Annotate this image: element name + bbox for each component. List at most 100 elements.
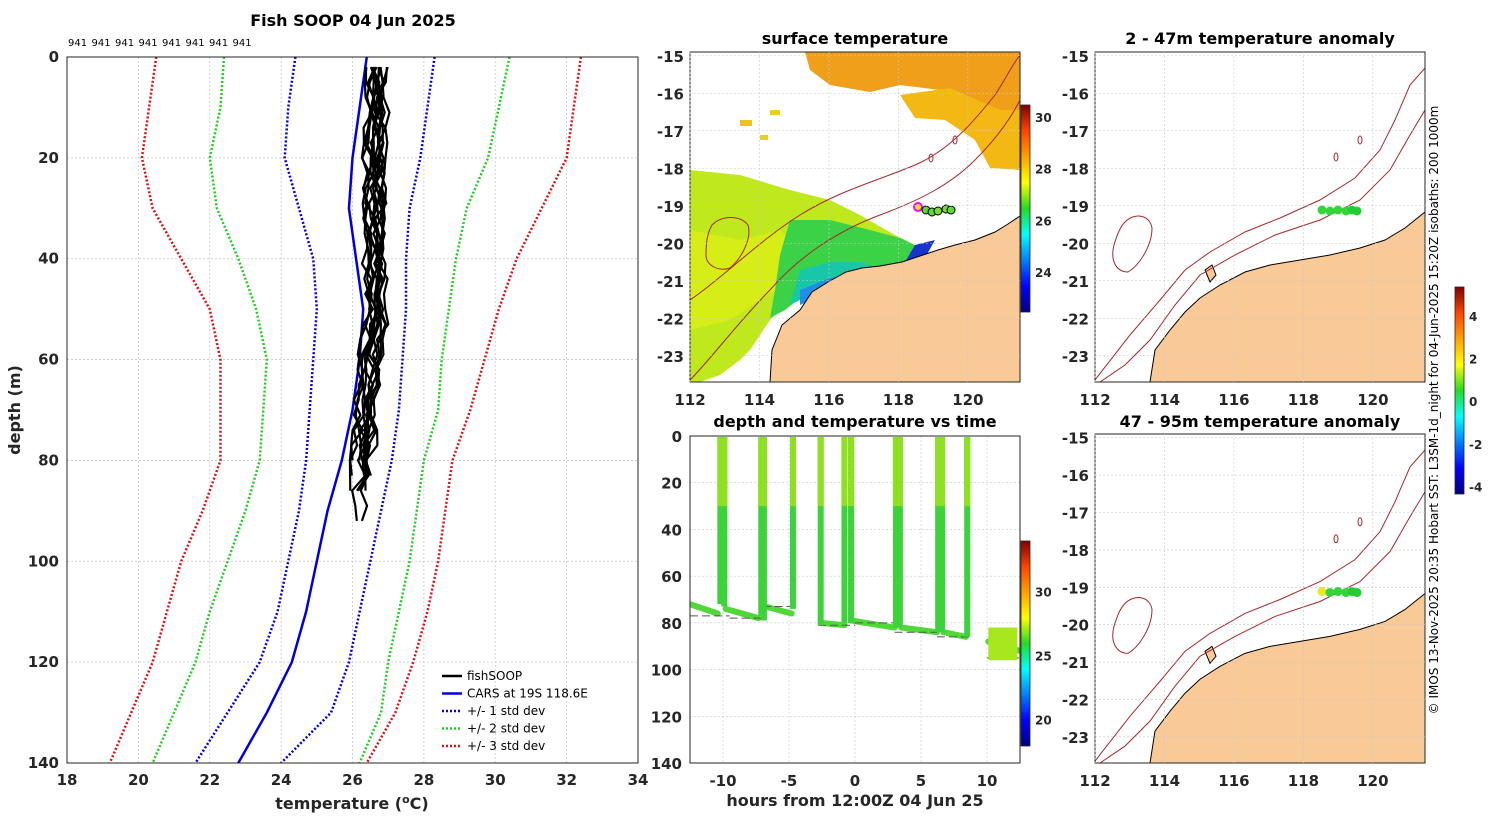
anomaly-island (1204, 264, 1217, 283)
legend-label: CARS at 19S 118.6E (467, 687, 588, 701)
td-xtick: 0 (850, 772, 860, 790)
map-ytick: -22 (1062, 691, 1089, 709)
td-bottom-trace (940, 629, 969, 640)
profile-ytick: 40 (38, 250, 59, 268)
anomaly-shallow-panel: 2 - 47m temperature anomaly 112 114 116 118… (1062, 29, 1426, 409)
map-xtick: 116 (813, 391, 844, 409)
profile-xtick: 28 (413, 771, 434, 789)
profile-line-CARS (237, 57, 369, 763)
map-ytick: -17 (657, 123, 684, 141)
td-ytick: 20 (661, 475, 682, 493)
colorbar-tick: 4 (1469, 310, 1477, 324)
map-ytick: -16 (1062, 85, 1089, 103)
td-bottom-trace (898, 624, 940, 636)
profile-line-1sd (194, 57, 319, 763)
td-ytick: 120 (651, 708, 682, 726)
map-xtick: 112 (674, 391, 705, 409)
time-depth-xlabel: hours from 12:00Z 04 Jun 25 (726, 791, 983, 810)
anomaly-deep-title: 47 - 95m temperature anomaly (1120, 412, 1401, 431)
map-ytick: -20 (1062, 235, 1089, 253)
time-depth-colorbar (1020, 540, 1031, 747)
profile-xtick: 24 (271, 771, 292, 789)
td-ytick: 80 (661, 615, 682, 633)
profile-legend: fishSOOP CARS at 19S 118.6E +/- 1 std dev +… (442, 669, 588, 753)
map-ytick: -16 (1062, 467, 1089, 485)
td-ytick: 60 (661, 568, 682, 586)
map-ytick: -18 (1062, 160, 1089, 178)
fishsoop-profile (364, 66, 389, 461)
sst-warm-patch-2 (900, 88, 1020, 170)
sst-island-isobath (705, 217, 750, 270)
profile-line-3sd (365, 57, 583, 763)
profile-xtick: 20 (128, 771, 149, 789)
td-bottom-trace (690, 601, 721, 617)
td-xtick: 5 (916, 772, 926, 790)
anomaly-track-point (1352, 206, 1362, 216)
map-ytick: -20 (1062, 617, 1089, 635)
time-depth-data (690, 436, 1020, 763)
anomaly-island (1204, 645, 1217, 665)
map-xtick: 120 (1357, 772, 1388, 790)
colorbar-tick: 0 (1469, 395, 1477, 409)
anomaly-track-point (1325, 206, 1335, 216)
td-ytick: 40 (661, 521, 682, 539)
anomaly-isobath-200 (1099, 109, 1425, 382)
profile-count-label: 941 (139, 38, 158, 49)
profile-count-label: 941 (115, 38, 134, 49)
anomaly-isobath-200 (1099, 491, 1425, 763)
map-ytick: -15 (1062, 48, 1089, 66)
sst-warm-patch (805, 52, 1020, 170)
profile-line-2sd (151, 57, 269, 763)
sst-isobath-1000 (690, 54, 1020, 301)
profile-ticks: 18 20 22 24 26 28 30 32 34 0 20 40 60 80 100 120 140 (28, 48, 649, 789)
sst-colorbar (1020, 104, 1031, 313)
colorbar-tick: 26 (1035, 214, 1052, 228)
profile-count-label: 941 (68, 38, 87, 49)
profile-title: Fish SOOP 04 Jun 2025 (250, 11, 456, 30)
profile-axes-box (66, 56, 639, 764)
colorbar-tick: -4 (1469, 481, 1482, 495)
map-xtick: 120 (952, 391, 983, 409)
profile-ytick: 20 (38, 149, 59, 167)
sst-ticks: 112 114 116 118 120 -15 -16 -17 -18 -19 -20 -21 -22 -… (657, 48, 1020, 409)
anomaly-deep-map (1095, 434, 1425, 763)
map-xtick: 116 (1218, 772, 1249, 790)
map-ytick: -17 (1062, 505, 1089, 523)
anomaly-track-point (1352, 588, 1362, 598)
profile-count-label: 941 (209, 38, 228, 49)
map-ytick: -23 (1062, 729, 1089, 747)
map-ytick: -16 (657, 85, 684, 103)
map-ytick: -18 (657, 160, 684, 178)
td-xtick: -5 (781, 772, 798, 790)
map-ytick: -22 (657, 310, 684, 328)
profile-count-labels: 941 941 941 941 941 941 941 941 (68, 38, 252, 49)
map-ytick: -19 (657, 198, 684, 216)
colorbar-tick: 25 (1035, 649, 1052, 663)
td-xtick: -10 (709, 772, 736, 790)
legend-label: +/- 3 std dev (467, 739, 545, 753)
profile-xtick: 18 (57, 771, 78, 789)
map-xtick: 114 (1149, 391, 1180, 409)
credit-text: © IMOS 13-Nov-2025 20:35 Hobart SST: L3S… (1427, 106, 1441, 715)
td-ytick: 0 (672, 428, 682, 446)
profile-count-label: 941 (233, 38, 252, 49)
colorbar-tick: 28 (1035, 163, 1052, 177)
map-xtick: 118 (883, 391, 914, 409)
map-ytick: -20 (657, 235, 684, 253)
anomaly-reef-isobath (1357, 135, 1363, 145)
sst-isobath-200 (690, 99, 1020, 381)
anomaly-reef-isobath (1333, 152, 1339, 162)
profile-ytick: 80 (38, 451, 59, 469)
map-ytick: -19 (1062, 579, 1089, 597)
sst-track-start (913, 202, 923, 212)
map-xtick: 116 (1218, 391, 1249, 409)
map-xtick: 114 (1149, 772, 1180, 790)
time-depth-axes-box (689, 435, 1021, 764)
map-ytick: -21 (1062, 654, 1089, 672)
profile-xlabel: temperature (oC) (275, 793, 428, 813)
map-xtick: 118 (1288, 391, 1319, 409)
profile-count-label: 941 (92, 38, 111, 49)
sst-land (769, 215, 1020, 382)
td-ytick: 100 (651, 662, 682, 680)
